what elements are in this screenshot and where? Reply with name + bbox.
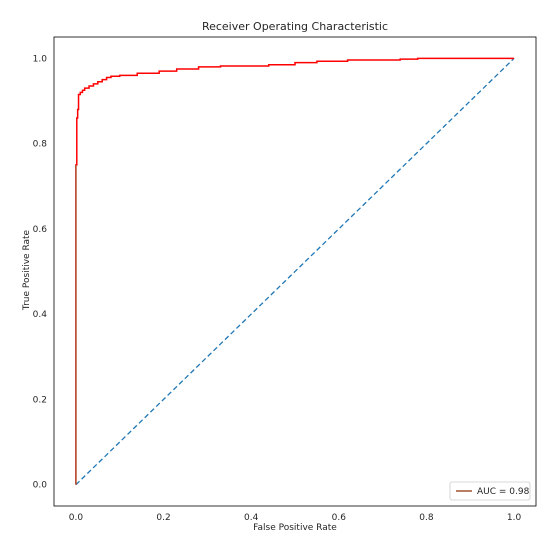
roc-curve-line — [75, 57, 515, 485]
y-axis-ticks: 0.0 0.2 0.4 0.6 0.8 1.0 — [33, 54, 48, 490]
y-tick-label: 1.0 — [33, 54, 48, 64]
series-lines — [75, 57, 515, 486]
x-axis-label: False Positive Rate — [253, 523, 337, 533]
x-tick-label: 0.6 — [332, 513, 347, 523]
plot-frame — [53, 36, 537, 507]
y-tick-label: 0.6 — [33, 225, 48, 235]
plot-area — [53, 36, 537, 507]
y-axis-label: True Positive Rate — [22, 229, 32, 311]
x-tick-label: 0.8 — [419, 513, 434, 523]
chart-title: Receiver Operating Characteristic — [202, 20, 388, 33]
x-tick-label: 0.2 — [156, 513, 170, 523]
legend-box — [449, 481, 531, 501]
legend-label: AUC = 0.98 — [477, 487, 530, 497]
x-tick-label: 0.0 — [69, 513, 84, 523]
x-tick-label: 1.0 — [507, 513, 522, 523]
x-axis-ticks: 0.0 0.2 0.4 0.6 0.8 1.0 — [69, 513, 522, 523]
y-tick-label: 0.2 — [33, 395, 47, 405]
chance-diagonal-line — [75, 57, 515, 486]
y-tick-label: 0.8 — [33, 140, 48, 150]
y-tick-label: 0.0 — [33, 481, 48, 491]
y-tick-label: 0.4 — [33, 310, 48, 320]
legend: AUC = 0.98 — [449, 481, 531, 501]
x-tick-label: 0.4 — [244, 513, 259, 523]
